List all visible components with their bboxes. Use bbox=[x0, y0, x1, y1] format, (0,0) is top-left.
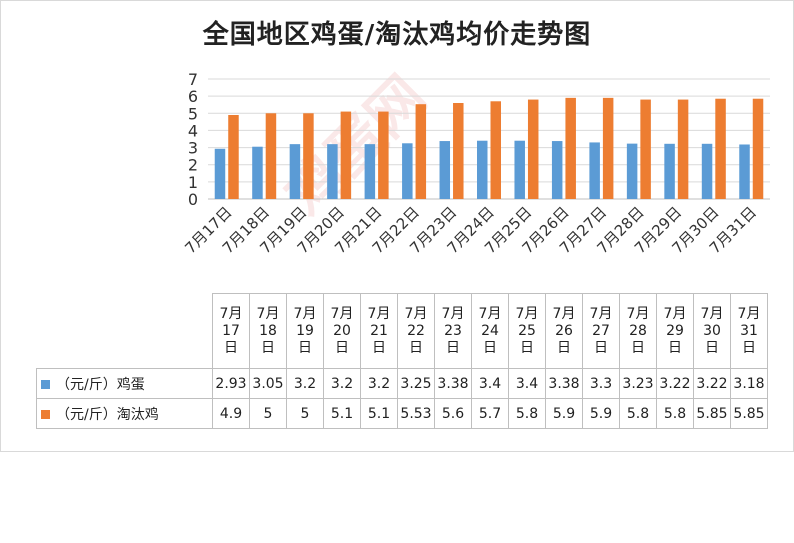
bar-egg bbox=[214, 148, 226, 199]
table-cell-value: 5.8 bbox=[656, 398, 694, 429]
table-header-date: 7月 17 日 bbox=[212, 293, 250, 369]
table-header-date: 7月 24 日 bbox=[471, 293, 509, 369]
table-cell-value: 3.18 bbox=[730, 368, 768, 399]
table-header-date: 7月 29 日 bbox=[656, 293, 694, 369]
gridlines bbox=[208, 78, 770, 200]
table-header-date: 7月 27 日 bbox=[582, 293, 620, 369]
bar-egg bbox=[739, 144, 750, 199]
bar-egg bbox=[514, 140, 525, 199]
bar-hen bbox=[303, 113, 314, 199]
bar-egg bbox=[626, 143, 638, 199]
table-cell-value: 5.85 bbox=[730, 398, 768, 429]
bar-egg bbox=[551, 141, 563, 199]
y-tick-label: 1 bbox=[188, 173, 198, 192]
bar-egg bbox=[327, 144, 338, 199]
bar-hen bbox=[490, 101, 501, 199]
bar-egg bbox=[439, 141, 451, 199]
legend-swatch bbox=[41, 410, 50, 419]
table-header-date: 7月 26 日 bbox=[545, 293, 583, 369]
table-cell-value: 5 bbox=[249, 398, 287, 429]
table-cell-value: 5.85 bbox=[693, 398, 731, 429]
bar-hen bbox=[602, 97, 614, 199]
table-cell-value: 2.93 bbox=[212, 368, 250, 399]
x-axis-ticks: 7月17日7月18日7月19日7月20日7月21日7月22日7月23日7月24日… bbox=[181, 203, 760, 257]
table-cell-value: 5.9 bbox=[582, 398, 620, 429]
table-cell-value: 3.23 bbox=[619, 368, 657, 399]
bar-egg bbox=[664, 143, 675, 199]
legend-label: （元/斤）淘汰鸡 bbox=[56, 406, 159, 423]
table-header-date: 7月 30 日 bbox=[693, 293, 731, 369]
y-tick-label: 5 bbox=[188, 104, 198, 123]
data-table: 7月 17 日 7月 18 日 7月 19 日 7月 20 日 7月 21 日 7月 22 日 7月 23 日 7月 24 日… bbox=[36, 293, 768, 429]
bar-hen bbox=[752, 98, 764, 199]
legend-swatch bbox=[41, 380, 50, 389]
table-cell-value: 5.7 bbox=[471, 398, 509, 429]
table-header-date: 7月 20 日 bbox=[323, 293, 361, 369]
table-cell-value: 3.2 bbox=[360, 368, 398, 399]
bar-hen bbox=[340, 111, 352, 199]
table-cell-value: 4.9 bbox=[212, 398, 250, 429]
bar-egg bbox=[252, 146, 263, 199]
table-cell-value: 3.2 bbox=[323, 368, 361, 399]
y-tick-label: 0 bbox=[188, 190, 198, 209]
table-cell-value: 3.38 bbox=[545, 368, 583, 399]
bar-hen bbox=[527, 99, 539, 199]
table-header-date: 7月 18 日 bbox=[249, 293, 287, 369]
bar-hen bbox=[715, 98, 726, 199]
legend-hen: （元/斤）淘汰鸡 bbox=[36, 398, 213, 429]
table-cell-value: 3.38 bbox=[434, 368, 472, 399]
table-cell-value: 5.8 bbox=[508, 398, 546, 429]
bars bbox=[214, 97, 764, 199]
table-cell-value: 5.8 bbox=[619, 398, 657, 429]
table-header-date: 7月 25 日 bbox=[508, 293, 546, 369]
table-header-date: 7月 28 日 bbox=[619, 293, 657, 369]
bar-hen bbox=[378, 111, 389, 199]
bar-hen bbox=[677, 99, 689, 199]
table-cell-value: 3.3 bbox=[582, 368, 620, 399]
bar-egg bbox=[477, 140, 488, 199]
table-cell-value: 3.4 bbox=[508, 368, 546, 399]
table-cell-value: 5.1 bbox=[360, 398, 398, 429]
bar-hen bbox=[415, 104, 427, 199]
bar-egg bbox=[701, 143, 713, 199]
table-cell-value: 5.9 bbox=[545, 398, 583, 429]
table-cell-value: 5.1 bbox=[323, 398, 361, 429]
y-tick-label: 3 bbox=[188, 139, 198, 158]
table-cell-value: 5.53 bbox=[397, 398, 435, 429]
table-cell-value: 3.25 bbox=[397, 368, 435, 399]
bar-egg bbox=[402, 143, 413, 199]
table-cell-value: 3.05 bbox=[249, 368, 287, 399]
bar-hen bbox=[640, 99, 651, 199]
table-cell-value: 3.2 bbox=[286, 368, 324, 399]
y-tick-label: 6 bbox=[188, 87, 198, 106]
y-tick-label: 4 bbox=[188, 121, 198, 140]
bar-hen bbox=[265, 113, 277, 199]
bar-hen bbox=[228, 115, 239, 199]
table-cell-value: 3.22 bbox=[656, 368, 694, 399]
bar-egg bbox=[289, 144, 301, 199]
table-corner bbox=[37, 294, 213, 369]
legend-label: （元/斤）鸡蛋 bbox=[56, 376, 145, 393]
bar-egg bbox=[364, 144, 376, 199]
legend-egg: （元/斤）鸡蛋 bbox=[36, 368, 213, 399]
table-row: （元/斤）鸡蛋 2.93 3.05 3.2 3.2 3.2 3.25 3.38 3.4 3.4 3.… bbox=[36, 368, 768, 399]
table-cell-value: 3.22 bbox=[693, 368, 731, 399]
table-header-date: 7月 23 日 bbox=[434, 293, 472, 369]
bar-hen bbox=[453, 103, 464, 199]
table-header-date: 7月 31 日 bbox=[730, 293, 768, 369]
table-cell-value: 5 bbox=[286, 398, 324, 429]
table-row: （元/斤）淘汰鸡 4.9 5 5 5.1 5.1 5.53 5.6 5.7 5.8 5.9 5.9 5.… bbox=[36, 398, 768, 429]
table-cell-value: 3.4 bbox=[471, 368, 509, 399]
y-tick-label: 7 bbox=[188, 70, 198, 89]
chart-title: 全国地区鸡蛋/淘汰鸡均价走势图 bbox=[202, 20, 592, 50]
table-cell-value: 5.6 bbox=[434, 398, 472, 429]
table-header-date: 7月 22 日 bbox=[397, 293, 435, 369]
bar-egg bbox=[589, 142, 600, 199]
y-tick-label: 2 bbox=[188, 156, 198, 175]
table-header-date: 7月 21 日 bbox=[360, 293, 398, 369]
table-header-date: 7月 19 日 bbox=[286, 293, 324, 369]
bar-hen bbox=[565, 97, 576, 199]
